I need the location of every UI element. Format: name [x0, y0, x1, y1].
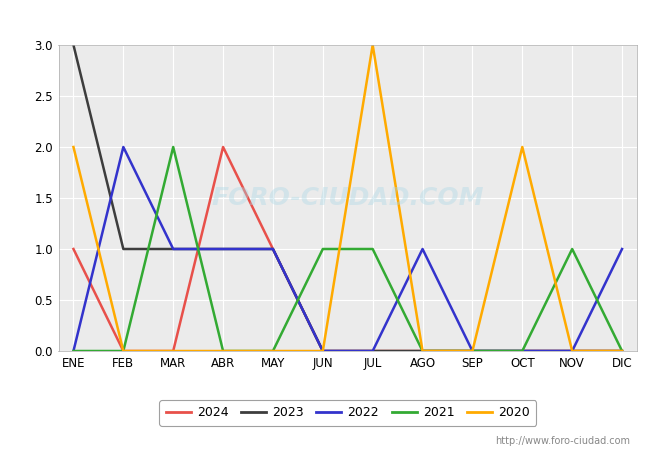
2023: [369, 348, 376, 354]
2022: [618, 246, 626, 252]
2021: [419, 348, 426, 354]
2023: [120, 246, 127, 252]
2020: [369, 42, 376, 48]
2021: [269, 348, 277, 354]
2021: [469, 348, 476, 354]
2024: [369, 348, 376, 354]
2023: [419, 348, 426, 354]
2021: [70, 348, 77, 354]
2024: [618, 348, 626, 354]
2022: [70, 348, 77, 354]
2023: [469, 348, 476, 354]
Line: 2020: 2020: [73, 45, 622, 351]
2024: [219, 144, 227, 150]
2021: [618, 348, 626, 354]
Text: Matriculaciones de Vehiculos en Beade: Matriculaciones de Vehiculos en Beade: [163, 9, 487, 27]
2020: [70, 144, 77, 150]
2023: [70, 42, 77, 48]
2021: [519, 348, 526, 354]
2024: [469, 348, 476, 354]
2022: [568, 348, 576, 354]
2020: [419, 348, 426, 354]
Legend: 2024, 2023, 2022, 2021, 2020: 2024, 2023, 2022, 2021, 2020: [159, 400, 536, 426]
2023: [269, 246, 277, 252]
2024: [169, 348, 177, 354]
2020: [120, 348, 127, 354]
2022: [469, 348, 476, 354]
2022: [169, 246, 177, 252]
2020: [219, 348, 227, 354]
2020: [269, 348, 277, 354]
2023: [219, 246, 227, 252]
Text: http://www.foro-ciudad.com: http://www.foro-ciudad.com: [495, 436, 630, 446]
2022: [319, 348, 327, 354]
2024: [519, 348, 526, 354]
2022: [120, 144, 127, 150]
2024: [419, 348, 426, 354]
2023: [519, 348, 526, 354]
Line: 2021: 2021: [73, 147, 622, 351]
2021: [568, 246, 576, 252]
2022: [419, 246, 426, 252]
2022: [369, 348, 376, 354]
2023: [568, 348, 576, 354]
Line: 2024: 2024: [73, 147, 622, 351]
2020: [469, 348, 476, 354]
2020: [319, 348, 327, 354]
2021: [219, 348, 227, 354]
2022: [519, 348, 526, 354]
2020: [169, 348, 177, 354]
2020: [568, 348, 576, 354]
2024: [319, 348, 327, 354]
2022: [219, 246, 227, 252]
2024: [269, 246, 277, 252]
2020: [519, 144, 526, 150]
2024: [568, 348, 576, 354]
2023: [319, 348, 327, 354]
2024: [120, 348, 127, 354]
2024: [70, 246, 77, 252]
Text: FORO-CIUDAD.COM: FORO-CIUDAD.COM: [211, 186, 484, 210]
Line: 2022: 2022: [73, 147, 622, 351]
2022: [269, 246, 277, 252]
2021: [369, 246, 376, 252]
2021: [319, 246, 327, 252]
2023: [169, 246, 177, 252]
2023: [618, 348, 626, 354]
2021: [120, 348, 127, 354]
2020: [618, 348, 626, 354]
2021: [169, 144, 177, 150]
Line: 2023: 2023: [73, 45, 622, 351]
